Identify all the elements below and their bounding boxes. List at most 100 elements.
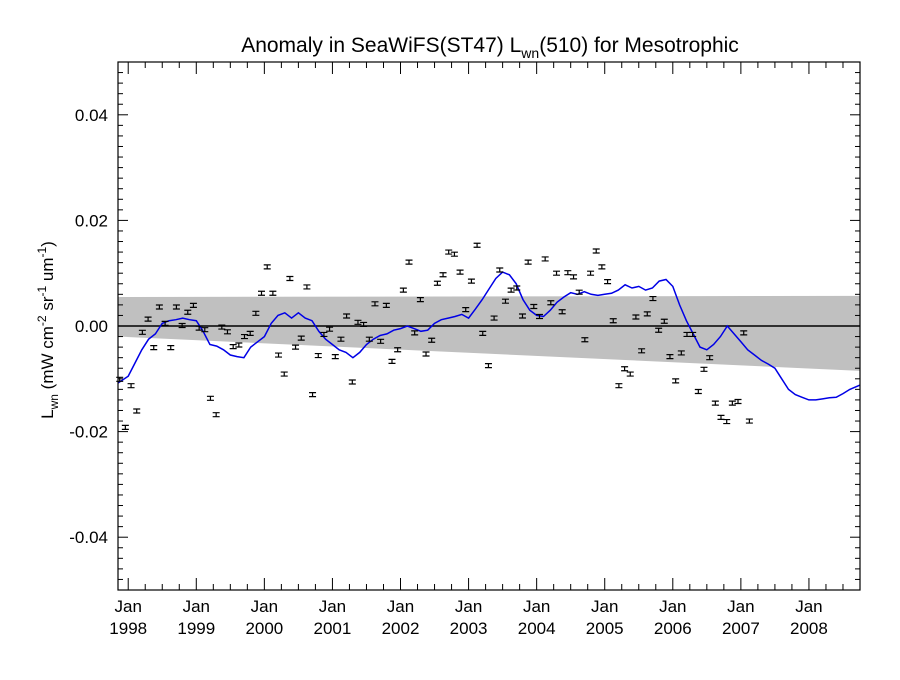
data-point [144, 316, 152, 322]
data-point [592, 248, 600, 254]
x-tick-label-month: Jan [795, 597, 822, 616]
x-axis-ticks [127, 62, 861, 590]
data-point [150, 345, 158, 351]
x-tick-label-month: Jan [115, 597, 142, 616]
data-point [155, 304, 163, 310]
x-tick-label-year: 2002 [382, 619, 420, 638]
data-point [399, 287, 407, 293]
data-point [615, 383, 623, 389]
confidence-band [118, 295, 860, 371]
data-point [490, 315, 498, 321]
data-point [229, 343, 237, 350]
data-point [541, 256, 549, 262]
x-tick-label-year: 2008 [790, 619, 828, 638]
data-point [292, 344, 300, 350]
y-tick-label: 0.00 [75, 317, 108, 336]
data-point [609, 318, 617, 324]
data-point [728, 400, 736, 406]
data-point [343, 313, 351, 319]
data-point [263, 264, 271, 270]
data-point [388, 358, 396, 364]
data-point [518, 313, 526, 319]
data-point [672, 378, 680, 384]
data-point [433, 280, 441, 286]
data-point [377, 338, 385, 344]
data-point [632, 314, 640, 320]
data-point [456, 269, 464, 275]
x-tick-label-year: 1999 [177, 619, 215, 638]
x-tick-label-year: 1998 [109, 619, 147, 638]
y-tick-label: 0.04 [75, 106, 108, 125]
data-point [365, 336, 373, 342]
data-point [564, 270, 572, 276]
data-point [547, 300, 555, 306]
data-point [439, 272, 447, 278]
x-tick-label-year: 2001 [314, 619, 352, 638]
y-tick-label: -0.02 [69, 423, 108, 442]
data-point [734, 398, 742, 405]
data-point [694, 388, 702, 395]
data-point [473, 242, 481, 248]
data-point [530, 303, 538, 310]
data-point [138, 329, 146, 335]
y-axis-ticks [118, 61, 860, 591]
data-point [445, 249, 453, 255]
x-tick-label-year: 2004 [518, 619, 556, 638]
data-point [422, 351, 430, 357]
data-point [462, 307, 470, 313]
x-tick-label-year: 2003 [450, 619, 488, 638]
data-point [206, 395, 214, 401]
title-suffix: (510) for Mesotrophic [539, 34, 739, 57]
data-point [711, 400, 719, 406]
data-point [553, 270, 561, 276]
data-point [201, 327, 209, 333]
chart-title: Anomaly in SeaWiFS(ST47) Lwn(510) for Me… [241, 34, 739, 61]
data-point [700, 366, 708, 372]
data-point [598, 264, 606, 270]
data-point [286, 275, 294, 282]
data-point [467, 278, 475, 284]
x-tick-label-year: 2005 [586, 619, 624, 638]
smoothed-series-line [117, 271, 861, 401]
x-tick-label-month: Jan [251, 597, 278, 616]
data-point [717, 414, 725, 420]
data-point [337, 336, 345, 342]
x-tick-label-month: Jan [523, 597, 550, 616]
data-point [524, 259, 532, 265]
data-point [536, 313, 544, 320]
data-point [626, 371, 634, 377]
data-point [581, 337, 589, 343]
data-point [121, 424, 129, 430]
data-point [320, 331, 328, 338]
data-point [269, 290, 277, 296]
data-point [348, 379, 356, 385]
data-point [479, 330, 487, 336]
data-point [496, 267, 504, 273]
data-point [394, 347, 402, 353]
data-point [331, 354, 339, 360]
data-point [127, 383, 135, 389]
data-point [411, 330, 419, 336]
data-point [604, 279, 612, 285]
data-point [252, 310, 260, 316]
data-point [428, 337, 436, 343]
data-point [706, 355, 714, 361]
data-point [638, 348, 646, 354]
data-point [161, 320, 169, 326]
data-point [184, 309, 192, 315]
x-tick-label-month: Jan [591, 597, 618, 616]
data-point [740, 330, 748, 336]
y-tick-label: -0.04 [69, 528, 108, 547]
data-point [195, 325, 203, 331]
data-point [570, 274, 578, 280]
data-point [371, 301, 379, 307]
data-point [450, 251, 458, 257]
data-point [677, 350, 685, 356]
x-tick-label-month: Jan [455, 597, 482, 616]
data-point [167, 345, 175, 351]
data-point [587, 270, 595, 276]
x-tick-label-year: 2000 [245, 619, 283, 638]
data-point [689, 331, 697, 338]
data-point [655, 327, 663, 333]
